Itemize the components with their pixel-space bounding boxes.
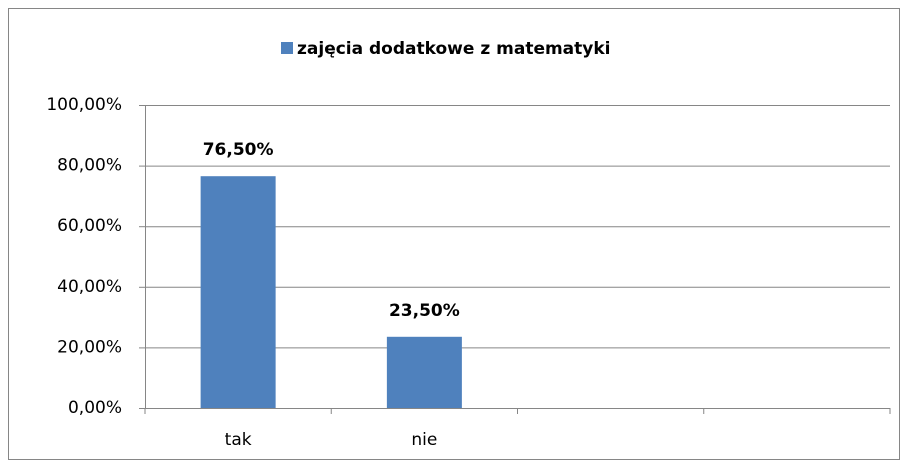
y-tick-label: 100,00% [46, 95, 122, 115]
value-label: 76,50% [203, 140, 274, 160]
y-tick-label: 0,00% [68, 398, 122, 418]
bar [200, 176, 276, 408]
y-tick-label: 60,00% [57, 216, 122, 236]
legend-label: zajęcia dodatkowe z matematyki [297, 39, 611, 59]
bar [386, 336, 462, 408]
y-tick-label: 40,00% [57, 277, 122, 297]
x-tick-label: nie [411, 430, 437, 450]
y-tick-label: 20,00% [57, 337, 122, 357]
value-label: 23,50% [389, 301, 460, 321]
legend-swatch [281, 42, 293, 54]
x-tick-label: tak [225, 430, 252, 450]
y-tick-label: 80,00% [57, 156, 122, 176]
